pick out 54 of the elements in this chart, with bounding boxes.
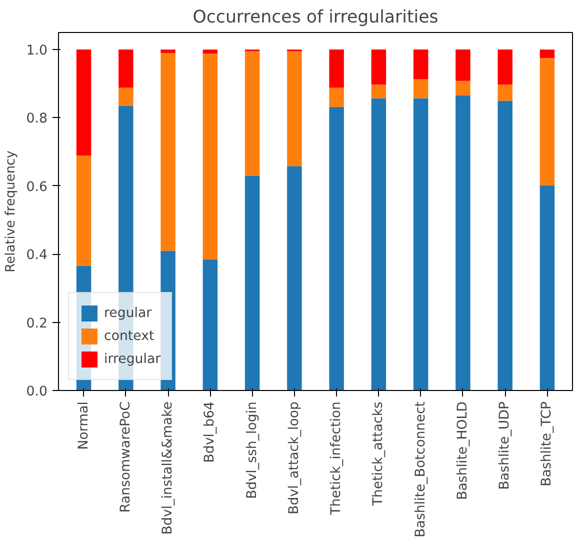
bar — [456, 95, 470, 390]
bar — [202, 50, 218, 54]
y-tick-label: 1.0 — [26, 44, 48, 59]
bar — [540, 50, 555, 58]
bar — [456, 80, 470, 96]
x-tick-label: Bdvl_ssh_login — [244, 401, 260, 499]
x-tick-label: Bashlite_UDP — [498, 401, 513, 490]
bar — [456, 50, 470, 81]
bar — [76, 50, 92, 156]
bar — [202, 259, 218, 390]
bar — [287, 166, 302, 390]
bar — [413, 50, 428, 80]
bar — [244, 176, 260, 390]
y-tick-label: 0.2 — [26, 316, 48, 332]
bar — [371, 98, 386, 390]
bar — [413, 79, 428, 98]
bar — [329, 50, 344, 88]
bar — [540, 58, 555, 186]
x-tick-label: Bdvl_b64 — [202, 401, 218, 463]
x-tick-label: Bashlite_TCP — [540, 401, 555, 486]
x-tick-label: Bashlite_HOLD — [455, 401, 470, 500]
legend-label: regular — [104, 306, 152, 320]
x-tick-label: Bdvl_attack_loop — [286, 402, 302, 514]
bar — [118, 50, 134, 88]
y-tick-label: 0.6 — [26, 180, 48, 195]
bar — [202, 54, 218, 260]
y-tick-label: 0.0 — [26, 384, 48, 400]
bar — [76, 156, 92, 266]
bar — [118, 88, 134, 106]
bar — [160, 50, 176, 53]
bar — [413, 98, 428, 390]
bar — [371, 84, 386, 98]
x-tick-label: Bdvl_install&&make — [160, 401, 176, 535]
y-tick-label: 0.8 — [26, 112, 48, 127]
chart-title: Occurrences of irregularities — [192, 8, 438, 28]
bar — [329, 88, 344, 107]
bar — [287, 51, 302, 166]
x-tick-label: Normal — [76, 401, 92, 450]
bar — [371, 50, 386, 85]
x-tick-label: Thetick_infection — [329, 401, 344, 516]
bar — [498, 84, 512, 101]
x-tick-label: RansomwarePoC — [118, 401, 134, 513]
bar — [498, 50, 512, 85]
legend-label: irregular — [104, 352, 161, 366]
y-axis-title: Relative frequency — [3, 150, 18, 272]
bar — [244, 51, 260, 176]
bar — [498, 100, 512, 390]
y-tick-label: 0.4 — [26, 248, 48, 264]
x-tick-label: Thetick_attacks — [371, 401, 386, 507]
bar — [329, 106, 344, 390]
bar — [160, 52, 176, 251]
legend-label: context — [104, 328, 154, 344]
bar — [540, 185, 555, 390]
x-tick-label: Bashlite_Botconnect — [413, 401, 428, 538]
